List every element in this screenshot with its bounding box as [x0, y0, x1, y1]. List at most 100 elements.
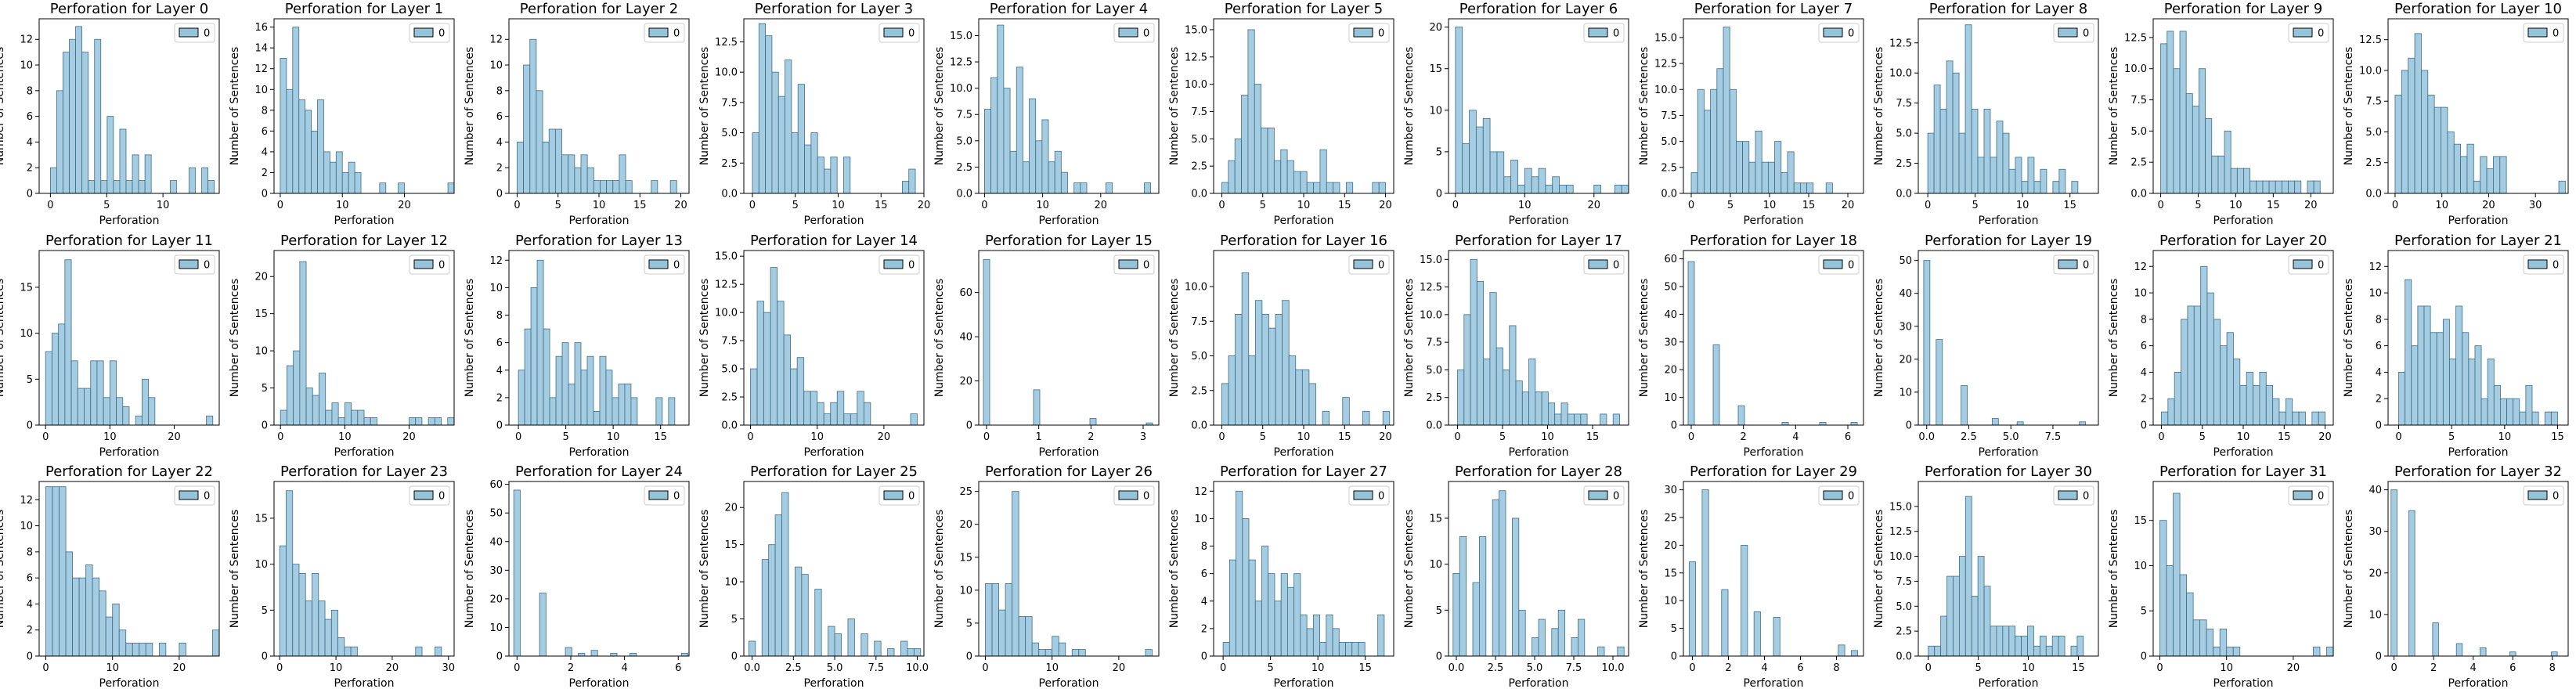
bars	[2390, 489, 2558, 657]
y-tick-label: 10.0	[1420, 309, 1442, 321]
axes-frame	[273, 18, 455, 194]
legend-label: 0	[204, 260, 210, 272]
axes-frame	[743, 250, 925, 426]
axes-frame	[1918, 18, 2099, 194]
subplot-layer-22: Perforation for Layer 22 0 10 20 0 2 4 6 8 10 12 Pe…	[0, 463, 220, 690]
histogram-bar	[116, 397, 124, 426]
x-axis-label: Perforation	[1979, 215, 2039, 227]
y-axis-label: Number of Sentences	[1168, 47, 1181, 166]
histogram-bar	[1531, 176, 1539, 194]
histogram-bar	[655, 397, 663, 426]
histogram-bar	[2226, 332, 2234, 426]
y-tick-label: 15	[724, 539, 738, 551]
histogram-bar	[99, 590, 106, 657]
x-axis-label: Perforation	[2448, 215, 2509, 227]
histogram-bar	[90, 360, 98, 426]
y-axis-label: Number of Sentences	[1403, 47, 1416, 166]
histogram-bar	[2259, 372, 2267, 426]
histogram-bar	[2486, 168, 2494, 194]
histogram-bar	[2226, 647, 2234, 657]
histogram-bar	[1946, 575, 1954, 657]
histogram-bar	[1313, 182, 1321, 194]
y-tick-label: 5.0	[1661, 136, 1677, 148]
histogram-bar	[1517, 184, 1525, 194]
histogram-bar	[1472, 582, 1480, 657]
x-tick-label: 10	[1311, 662, 1325, 674]
y-tick-label: 0	[2376, 651, 2382, 663]
histogram-bar	[748, 640, 756, 657]
histogram-bar	[2213, 647, 2221, 657]
y-tick-label: 2	[262, 168, 268, 179]
legend-label: 0	[1143, 28, 1149, 40]
y-tick-label: 10	[254, 559, 268, 571]
legend-swatch	[1588, 259, 1608, 269]
x-axis-label: Perforation	[1274, 677, 1334, 690]
histogram-bar	[1293, 573, 1301, 657]
y-tick-label: 15.0	[1889, 501, 1912, 513]
histogram-bar	[599, 355, 607, 426]
bars	[280, 27, 455, 194]
histogram-bar	[1241, 272, 1250, 426]
x-tick-label: 5	[1727, 200, 1734, 211]
histogram-bar	[2417, 305, 2425, 426]
legend-label: 0	[438, 260, 445, 272]
histogram-bar	[2436, 332, 2444, 426]
y-tick-label: 7.5	[1661, 110, 1677, 122]
histogram-bar	[1551, 628, 1559, 657]
histogram-bar	[280, 409, 287, 426]
y-tick-label: 10	[1664, 596, 1677, 608]
histogram-bar	[344, 402, 352, 426]
legend-swatch	[1823, 490, 1843, 500]
histogram-bar	[2219, 628, 2228, 657]
y-tick-label: 20	[1899, 354, 1912, 366]
bars	[2161, 265, 2325, 426]
histogram-bar	[45, 351, 52, 426]
legend-label: 0	[1613, 491, 1619, 503]
y-tick-label: 50	[1899, 255, 1912, 267]
x-tick-label: 5	[2448, 431, 2455, 443]
histogram-bar	[299, 261, 307, 426]
histogram-bar	[1571, 637, 1578, 657]
histogram-bar	[85, 564, 93, 657]
x-tick-label: 0	[1689, 662, 1695, 674]
legend-label: 0	[1378, 491, 1384, 503]
y-tick-label: 10.0	[1889, 68, 1912, 80]
x-axis-label: Perforation	[99, 677, 160, 690]
axes-frame	[508, 250, 690, 426]
y-tick-label: 6	[27, 573, 33, 585]
y-tick-label: 15	[959, 552, 972, 564]
subplot-layer-25: Perforation for Layer 25 0.0 2.5 5.0 7.5 10.0…	[698, 463, 929, 690]
legend-swatch	[1823, 259, 1843, 269]
histogram-bar	[2432, 622, 2439, 657]
histogram-bar	[843, 413, 851, 426]
y-tick-label: 5	[731, 614, 738, 626]
histogram-bar	[1532, 637, 1539, 657]
bars	[1927, 24, 2079, 194]
histogram-bar	[323, 151, 330, 194]
bars	[1690, 27, 1833, 194]
histogram-bar	[2021, 181, 2029, 194]
histogram-bar	[756, 301, 764, 426]
x-tick-label: 0	[2392, 200, 2398, 211]
y-tick-label: 6	[27, 111, 33, 123]
y-tick-label: 30	[1664, 485, 1677, 496]
plot-title: Perforation for Layer 28	[1455, 463, 1622, 480]
y-tick-label: 12	[1194, 486, 1207, 498]
histogram-bar	[910, 413, 918, 426]
x-axis-label: Perforation	[2213, 215, 2274, 227]
y-tick-label: 10	[2369, 609, 2382, 621]
x-tick-label: 10	[2022, 662, 2035, 674]
histogram-bar	[139, 642, 146, 657]
y-tick-label: 15.0	[715, 251, 738, 263]
histogram-bar	[351, 409, 359, 426]
histogram-bar	[1953, 575, 1960, 657]
legend-label: 0	[204, 28, 210, 40]
subplot-layer-11: Perforation for Layer 11 0 10 20 0 5 10 15 Perfo…	[0, 233, 220, 459]
y-axis-label: Number of Sentences	[0, 510, 6, 629]
histogram-bar	[1378, 182, 1386, 194]
bars	[49, 26, 215, 194]
histogram-bar	[2071, 181, 2079, 194]
y-tick-label: 12	[489, 255, 503, 267]
histogram-bar	[2493, 384, 2501, 426]
histogram-bar	[2232, 647, 2241, 657]
